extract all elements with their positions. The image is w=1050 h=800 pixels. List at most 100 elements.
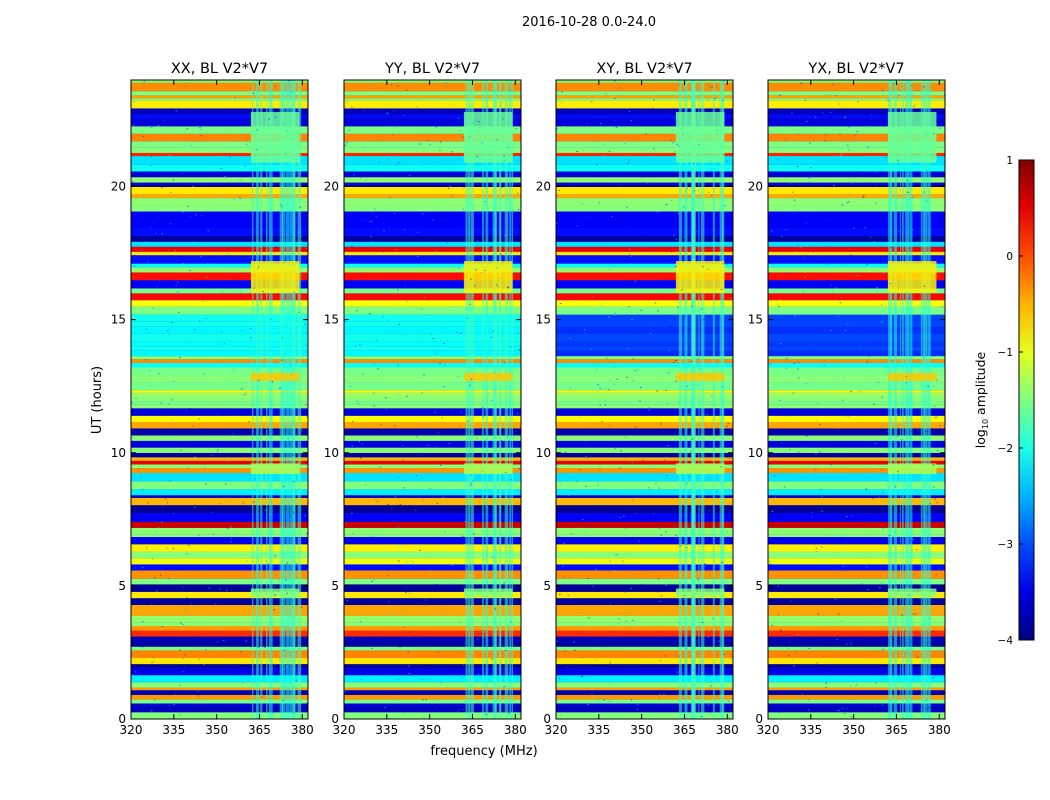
noise-dot [179,714,181,716]
noise-dot [427,444,430,446]
noise-dot [283,685,286,687]
noise-dot [146,547,148,549]
noise-dot [675,239,678,241]
noise-dot [363,219,366,221]
noise-dot [491,641,494,643]
row-band [556,664,733,669]
noise-dot [361,209,363,211]
y-tick-label: 15 [536,313,551,327]
noise-dot [706,413,709,415]
noise-dot [682,133,684,135]
noise-dot [869,284,871,286]
noise-dot [268,118,271,120]
noise-dot [673,234,675,236]
noise-dot [866,263,868,265]
noise-dot [907,191,909,193]
noise-dot [154,699,156,701]
row-band [768,306,945,315]
noise-dot [186,128,189,130]
noise-dot [910,546,913,548]
noise-dot [854,134,857,136]
noise-dot [304,637,307,639]
noise-dot [778,711,780,713]
noise-dot [569,387,572,389]
noise-dot [495,139,498,141]
row-band [768,687,945,691]
noise-dot [583,329,586,331]
noise-dot [857,101,860,103]
noise-dot [692,163,695,165]
noise-dot [784,173,786,175]
noise-dot [881,321,883,323]
noise-dot [292,264,295,266]
colorbar-tick-label: 1 [1006,155,1013,167]
noise-dot [170,158,173,160]
noise-dot [672,653,675,655]
noise-dot [817,289,819,291]
row-band [131,591,308,599]
row-band [344,390,521,393]
row-band [344,489,521,496]
noise-dot [249,350,252,352]
noise-dot [937,450,939,452]
noise-dot [665,289,667,291]
noise-dot [499,278,502,280]
noise-dot [344,597,346,599]
noise-dot [260,689,263,691]
noise-dot [435,707,438,709]
noise-dot [469,384,471,386]
noise-dot [675,380,677,382]
row-band [556,375,733,383]
y-axis-label: UT (hours) [90,366,105,434]
noise-dot [183,654,186,656]
noise-dot [416,255,419,257]
noise-dot [386,319,389,321]
noise-dot [929,123,932,125]
noise-dot [491,109,493,111]
noise-dot [454,347,457,349]
noise-dot [399,546,402,548]
noise-dot [634,370,637,372]
noise-dot [681,507,684,509]
row-band [131,472,308,482]
noise-dot [665,214,668,216]
row-band [131,544,308,552]
row-band [344,687,521,691]
noise-dot [628,159,630,161]
noise-dot [358,441,360,443]
noise-dot [926,200,928,202]
noise-dot [690,451,692,453]
noise-dot [264,695,266,697]
noise-dot [595,700,598,702]
noise-dot [900,352,903,354]
noise-dot [458,130,461,132]
noise-dot [665,584,667,586]
noise-dot [394,164,397,166]
row-band [344,82,521,92]
noise-dot [867,126,870,128]
noise-dot [496,507,499,509]
row-band [131,527,308,535]
noise-dot [472,480,474,482]
noise-dot [625,620,627,622]
noise-dot [899,543,901,545]
noise-dot [789,183,792,185]
noise-dot [866,567,869,569]
row-band [131,333,308,342]
rfi-streak [266,80,268,719]
noise-dot [505,472,507,474]
noise-dot [869,354,871,356]
noise-dot [295,145,298,147]
row-band [768,534,945,537]
noise-dot [405,586,407,588]
noise-dot [838,456,840,458]
noise-dot [289,665,291,667]
noise-dot [187,205,189,207]
noise-dot [836,638,838,640]
noise-dot [486,313,488,315]
noise-dot [609,425,611,427]
noise-dot [941,306,944,308]
noise-dot [191,186,194,188]
